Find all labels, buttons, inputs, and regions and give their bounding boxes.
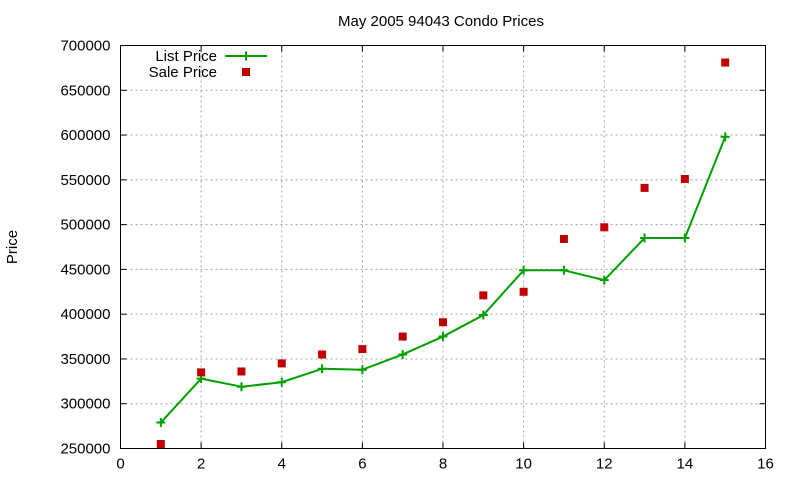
x-tick-label: 6 <box>358 456 366 473</box>
y-tick-label: 600000 <box>60 127 110 144</box>
sale-price-point <box>519 287 528 296</box>
sale-price-point <box>640 183 649 192</box>
y-tick-label: 400000 <box>60 306 110 323</box>
y-tick-label: 650000 <box>60 82 110 99</box>
list-price-point <box>680 233 690 243</box>
sale-price-point <box>237 367 246 376</box>
x-tick-label: 0 <box>116 456 124 473</box>
x-tick-label: 2 <box>197 456 205 473</box>
sale-price-point <box>721 58 730 67</box>
list-price-point <box>438 332 448 342</box>
y-tick-label: 700000 <box>60 38 110 55</box>
x-tick-label: 12 <box>596 456 613 473</box>
data-series <box>156 58 730 449</box>
x-tick-label: 14 <box>677 456 694 473</box>
grid <box>120 45 766 449</box>
sale-price-point <box>439 318 447 327</box>
list-price-point <box>236 382 246 392</box>
sale-price-point <box>559 234 568 243</box>
x-tick-label: 4 <box>278 456 286 473</box>
legend-label: List Price <box>155 48 217 65</box>
list-price-point <box>156 418 166 428</box>
y-tick-label: 500000 <box>60 217 110 234</box>
sale-price-point <box>600 223 609 232</box>
list-price-point <box>640 233 650 243</box>
list-price-point <box>478 310 488 320</box>
list-price-point <box>519 265 529 275</box>
legend-label: Sale Price <box>149 64 217 81</box>
list-price-point <box>599 275 609 285</box>
x-tick-label: 10 <box>515 456 532 473</box>
y-tick-label: 250000 <box>60 441 110 458</box>
x-tick-label: 16 <box>757 456 774 473</box>
sale-price-point <box>358 345 367 354</box>
sale-price-point <box>318 350 327 359</box>
list-price-point <box>720 132 730 142</box>
y-tick-label: 450000 <box>60 261 110 278</box>
axis-ticks: 0 2 4 6 8 10 12 14 16 250000 300000 350000 400000 450… <box>60 38 773 473</box>
list-price-point <box>559 265 569 275</box>
sale-price-point <box>479 291 488 300</box>
sale-price-series <box>156 58 730 449</box>
chart-title: May 2005 94043 Condo Prices <box>338 13 544 30</box>
plot-frame <box>120 45 766 449</box>
x-tick-label: 8 <box>439 456 447 473</box>
sale-price-point <box>277 359 286 368</box>
list-price-point <box>357 365 367 375</box>
sale-price-point <box>197 368 206 377</box>
legend-plus-marker <box>241 51 251 61</box>
list-price-point <box>277 377 287 387</box>
y-tick-label: 550000 <box>60 172 110 189</box>
list-price-point <box>317 364 327 374</box>
sale-price-point <box>680 174 689 183</box>
sale-price-point <box>398 332 407 341</box>
sale-price-point <box>156 440 165 449</box>
legend-square-marker <box>242 68 250 76</box>
list-price-point <box>398 349 408 359</box>
y-tick-label: 350000 <box>60 351 110 368</box>
y-axis-label: Price <box>4 230 21 264</box>
y-tick-label: 300000 <box>60 396 110 413</box>
